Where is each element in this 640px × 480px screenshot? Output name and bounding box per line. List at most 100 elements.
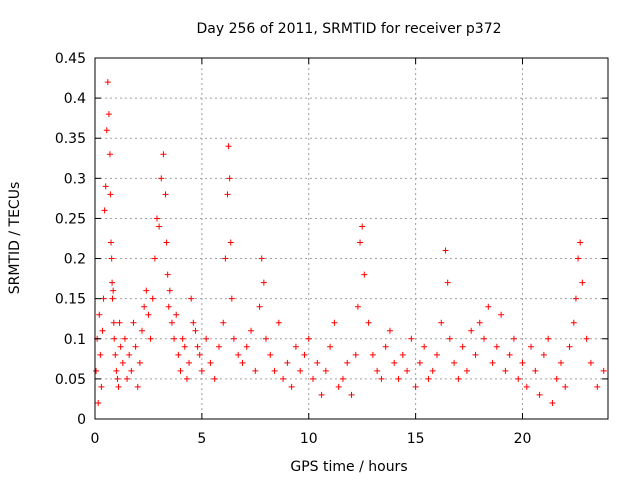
data-point (378, 375, 385, 382)
data-point (421, 343, 428, 350)
data-point (258, 255, 265, 262)
y-tick-label: 0.15 (55, 292, 86, 308)
data-point (239, 359, 246, 366)
data-point (352, 351, 359, 358)
data-point (220, 319, 227, 326)
data-point (102, 183, 109, 190)
data-point (481, 335, 488, 342)
data-point (93, 367, 100, 374)
x-tick-label: 15 (407, 431, 425, 447)
y-tick-label: 0.25 (55, 211, 86, 227)
data-point (207, 359, 214, 366)
data-point (160, 151, 167, 158)
data-point (162, 191, 169, 198)
data-point (111, 335, 118, 342)
data-point (451, 359, 458, 366)
data-point (331, 319, 338, 326)
data-point (98, 383, 105, 390)
data-point (107, 191, 114, 198)
data-point (112, 351, 119, 358)
data-point (198, 367, 205, 374)
data-point (587, 359, 594, 366)
data-point (553, 375, 560, 382)
data-point (506, 351, 513, 358)
data-point (391, 359, 398, 366)
data-point (113, 367, 120, 374)
data-point (305, 335, 312, 342)
data-point (579, 279, 586, 286)
data-point (211, 375, 218, 382)
data-point (96, 311, 103, 318)
data-point (412, 383, 419, 390)
data-point (493, 343, 500, 350)
data-point (104, 79, 111, 86)
data-point (532, 367, 539, 374)
data-point (108, 239, 115, 246)
data-point (386, 327, 393, 334)
data-point (101, 207, 108, 214)
data-point (444, 279, 451, 286)
data-point (224, 191, 231, 198)
data-point (179, 335, 186, 342)
data-point (288, 383, 295, 390)
data-point (171, 335, 178, 342)
data-point (472, 351, 479, 358)
data-point (572, 295, 579, 302)
data-point (183, 375, 190, 382)
y-tick-label: 0 (77, 412, 86, 428)
data-point (280, 375, 287, 382)
data-point (194, 343, 201, 350)
data-point (382, 343, 389, 350)
data-point (339, 375, 346, 382)
data-point (203, 335, 210, 342)
data-point (577, 239, 584, 246)
data-point (164, 271, 171, 278)
data-point (136, 359, 143, 366)
data-point (463, 367, 470, 374)
data-point (158, 175, 165, 182)
data-point (153, 215, 160, 222)
y-tick-label: 0.4 (64, 91, 86, 107)
data-point (177, 367, 184, 374)
y-axis-label: SRMTID / TECUs (7, 182, 23, 295)
data-point (190, 319, 197, 326)
data-point (196, 351, 203, 358)
data-point (109, 279, 116, 286)
data-point (459, 343, 466, 350)
data-point (327, 343, 334, 350)
x-tick-label: 5 (197, 431, 206, 447)
data-point (583, 335, 590, 342)
data-point (523, 383, 530, 390)
data-point (275, 319, 282, 326)
data-point (186, 359, 193, 366)
data-point (519, 359, 526, 366)
data-point (438, 319, 445, 326)
data-point (256, 303, 263, 310)
data-point (147, 335, 154, 342)
data-point (318, 391, 325, 398)
data-point (139, 327, 146, 334)
data-point (225, 143, 232, 150)
data-point (284, 359, 291, 366)
data-point (117, 343, 124, 350)
data-point (151, 255, 158, 262)
data-point (570, 319, 577, 326)
data-point (434, 351, 440, 358)
data-point (181, 343, 188, 350)
data-point (168, 319, 175, 326)
data-point (260, 279, 267, 286)
data-point (227, 239, 234, 246)
data-point (156, 223, 163, 230)
data-point (292, 343, 299, 350)
data-point (192, 327, 199, 334)
data-point (502, 367, 509, 374)
tick-labels: 0 0.05 0.1 0.15 0.2 0.25 0.3 0.35 0.4 0.45 0 5 10 15 2… (55, 51, 532, 447)
y-tick-label: 0.35 (55, 131, 86, 147)
data-point (166, 287, 173, 294)
data-point (134, 383, 141, 390)
data-point (149, 295, 156, 302)
data-point (594, 383, 601, 390)
data-point (109, 295, 116, 302)
data-point (248, 327, 255, 334)
data-point (110, 287, 117, 294)
